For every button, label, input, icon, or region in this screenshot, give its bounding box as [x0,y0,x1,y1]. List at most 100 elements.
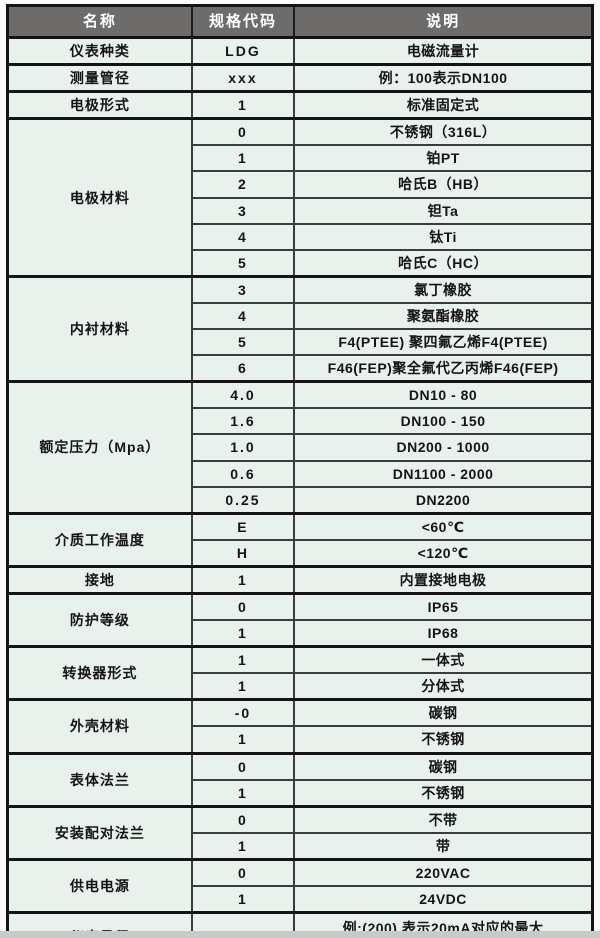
table-row: 防护等级 0 IP65 [6,591,594,648]
spec-desc-cell: 钛Ti [293,222,594,251]
spec-desc-cell: 铂PT [293,144,594,173]
spec-name-cell: 外壳材料 [6,698,193,755]
spec-desc-cell: 一体式 [293,645,594,675]
table-row: 接地 1 内置接地电极 [6,564,594,595]
spec-code-cell: 3 [190,196,296,225]
table-row: 4 聚氨酯橡胶 [8,301,594,331]
spec-name-cell: 供电电源 [6,857,193,914]
table-row: 0.6 DN1100 - 2000 [8,459,594,488]
table-row: 仪表种类 LDG 电磁流量计 [6,35,594,66]
spec-name-cell: 防护等级 [6,591,193,648]
spec-name-cell: 介质工作温度 [6,511,193,568]
spec-code-cell: 1 [190,672,296,701]
spec-desc-cell: DN2200 [293,485,594,515]
table-row: 内衬材料 3 氯丁橡胶 [6,274,594,383]
spec-code-cell: 1 [190,144,296,173]
spec-code-cell: E [190,511,296,541]
spec-code-cell: 1 [190,564,296,595]
header-description: 说明 [293,4,594,39]
spec-desc-cell: 24VDC [293,885,594,914]
spec-desc-cell: 氯丁橡胶 [293,274,594,304]
spec-code-cell: 1 [190,725,296,755]
spec-code-cell: LDG [190,35,296,66]
spec-desc-cell: 钽Ta [293,196,594,225]
spec-desc-cell: <120℃ [293,538,594,568]
spec-desc-cell: 聚氨酯橡胶 [293,301,594,331]
spec-name-cell: 安装配对法兰 [6,804,193,861]
spec-code-cell: 1 [190,619,296,648]
spec-name-cell: 接地 [6,564,193,595]
spec-name-cell: 内衬材料 [6,274,193,383]
table-row: 供电电源 0 220VAC [6,857,594,914]
spec-desc-cell: DN10 - 80 [293,380,594,410]
spec-desc-cell: 内置接地电极 [293,564,594,595]
spec-code-cell: 1 [190,778,296,808]
spec-code-cell: 1.0 [190,433,296,462]
spec-desc-cell: 分体式 [293,672,594,701]
table-row: 电极形式 1 标准固定式 [6,90,594,120]
table-row: 2 哈氏B（HB） [8,170,594,199]
table-row: 电极材料 0 不锈钢（316L） [6,117,594,278]
flowmeter-spec-table: 名称 规格代码 说明 仪表种类 LDG 电磁流量计 测量管径 xxx 例：100表示DN1… [6,4,594,938]
spec-code-cell: 0 [190,591,296,622]
spec-desc-cell: <60℃ [293,511,594,541]
spec-code-cell: -0 [190,698,296,728]
spec-name-cell: 测量管径 [6,63,193,93]
spec-code-cell: 0 [190,117,296,147]
spec-name-cell: 表体法兰 [6,751,193,808]
spec-desc-cell: IP65 [293,591,594,622]
spec-code-cell: 6 [190,354,296,383]
spec-desc-cell: DN200 - 1000 [293,433,594,462]
spec-desc-cell: 碳钢 [293,698,594,728]
header-spec-code: 规格代码 [190,4,296,39]
table-row: 1 分体式 [8,672,594,701]
spec-code-cell: 4 [190,222,296,251]
table-row: H <120℃ [8,538,594,568]
spec-code-cell: 1 [190,831,296,861]
spec-desc-cell: DN100 - 150 [293,407,594,436]
spec-code-cell: 5 [190,328,296,357]
spec-desc-cell: 带 [293,831,594,861]
table-row: 表体法兰 0 碳钢 [6,751,594,808]
spec-desc-cell: F46(FEP)聚全氟代乙丙烯F46(FEP) [293,354,594,383]
spec-name-cell: 额定压力（Mpa） [6,380,193,515]
table-row: 1.6 DN100 - 150 [8,407,594,436]
table-row: 1.0 DN200 - 1000 [8,433,594,462]
spec-code-cell: 4 [190,301,296,331]
spec-table-body: 仪表种类 LDG 电磁流量计 测量管径 xxx 例：100表示DN100 电极形式 1 标准固定… [6,35,594,938]
spec-desc-cell: 不锈钢 [293,778,594,808]
table-row: 1 铂PT [8,144,594,173]
spec-code-cell: 2 [190,170,296,199]
table-row: 1 不锈钢 [8,725,594,755]
table-row: 外壳材料 -0 碳钢 [6,698,594,755]
table-row: 0.25 DN2200 [8,485,594,515]
table-row: 4 钛Ti [8,222,594,251]
table-row: 1 不锈钢 [8,778,594,808]
spec-code-cell: 0.25 [190,485,296,515]
spec-desc-cell: 不锈钢（316L） [293,117,594,147]
spec-code-cell: 3 [190,274,296,304]
spec-code-cell: 1.6 [190,407,296,436]
spec-code-cell: 1 [190,645,296,675]
spec-code-cell: 0 [190,751,296,781]
spec-code-cell: 1 [190,885,296,914]
table-row: 5 F4(PTEE) 聚四氟乙烯F4(PTEE) [8,328,594,357]
table-row: 测量管径 xxx 例：100表示DN100 [6,63,594,93]
spec-code-cell: 0 [190,804,296,834]
spec-desc-cell: 不带 [293,804,594,834]
spec-desc-cell: 碳钢 [293,751,594,781]
spec-desc-cell: 不锈钢 [293,725,594,755]
table-row: 1 IP68 [8,619,594,648]
header-name: 名称 [6,4,193,39]
spec-code-cell: 0.6 [190,459,296,488]
spec-code-cell: 1 [190,90,296,120]
table-row: 额定压力（Mpa） 4.0 DN10 - 80 [6,380,594,515]
spec-desc-cell: F4(PTEE) 聚四氟乙烯F4(PTEE) [293,328,594,357]
spec-code-cell: 4.0 [190,380,296,410]
spec-desc-cell: 标准固定式 [293,90,594,120]
spec-code-cell: 0 [190,857,296,887]
bottom-strip [0,931,600,938]
spec-desc-cell: IP68 [293,619,594,648]
